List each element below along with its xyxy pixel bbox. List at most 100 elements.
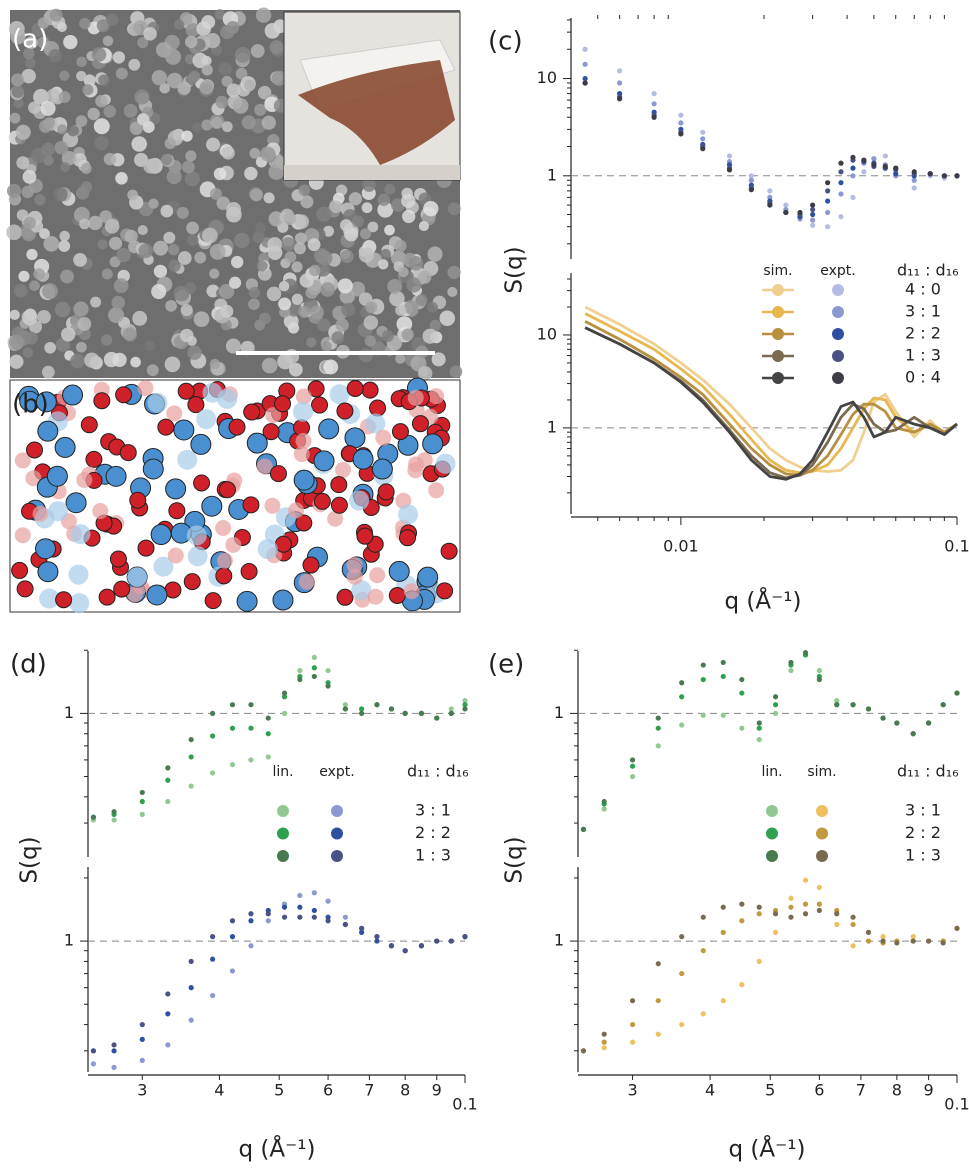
sphere: [375, 429, 392, 446]
x-tick-label: 9: [924, 1081, 934, 1100]
legend-marker: [766, 805, 778, 817]
sphere: [399, 529, 417, 547]
data-point: [788, 895, 794, 901]
data-point: [825, 188, 831, 194]
particle: [228, 276, 242, 289]
particle: [177, 251, 192, 265]
data-point: [629, 1039, 636, 1045]
particle: [103, 351, 120, 368]
sphere: [388, 560, 410, 582]
data-point: [756, 911, 762, 917]
sphere: [371, 458, 393, 480]
data-point: [462, 698, 468, 704]
data-point: [783, 202, 789, 208]
particle: [299, 273, 314, 288]
particle: [103, 152, 117, 166]
sphere: [92, 502, 109, 519]
data-line: [584, 326, 958, 481]
x-tick-label: 5: [274, 1081, 284, 1100]
particle: [167, 243, 180, 256]
sphere: [177, 382, 195, 400]
particle: [22, 169, 37, 184]
x-tick-label: 4: [705, 1081, 715, 1100]
particle: [67, 125, 79, 137]
data-point: [871, 156, 877, 162]
particle: [184, 282, 197, 294]
particle: [54, 140, 69, 155]
data-point: [865, 929, 872, 935]
data-point: [756, 736, 762, 743]
data-point: [700, 146, 706, 152]
data-point: [720, 904, 726, 910]
particle: [113, 278, 129, 294]
sphere: [35, 538, 57, 560]
data-point: [655, 715, 661, 721]
sphere: [398, 504, 419, 525]
data-point: [418, 710, 425, 716]
data-point: [679, 934, 685, 940]
data-point: [700, 948, 706, 954]
sphere: [150, 524, 172, 546]
legend-marker: [277, 827, 289, 840]
data-point: [629, 773, 636, 780]
data-point: [188, 958, 194, 965]
particle: [206, 137, 221, 152]
particle: [234, 46, 251, 63]
particle: [185, 150, 197, 162]
particle: [194, 251, 207, 264]
particle: [164, 137, 176, 150]
particle: [364, 335, 376, 347]
data-point: [297, 676, 303, 683]
particle: [39, 228, 50, 240]
x-tick-label: 7: [364, 1081, 374, 1100]
particle: [193, 311, 210, 328]
legend-label: 3 : 1: [415, 801, 451, 820]
particle: [288, 362, 303, 377]
data-point: [720, 659, 726, 666]
sphere: [302, 556, 320, 574]
data-point: [188, 985, 194, 991]
data-point: [229, 702, 236, 708]
data-point: [882, 153, 888, 159]
particle: [243, 79, 256, 92]
particle: [378, 259, 389, 270]
data-point: [617, 96, 623, 102]
data-point: [111, 817, 117, 823]
data-point: [297, 667, 303, 674]
data-point: [816, 884, 822, 891]
sphere: [69, 593, 90, 614]
sphere: [46, 465, 68, 487]
particle: [37, 310, 51, 324]
particle: [25, 57, 36, 69]
data-point: [297, 904, 303, 910]
sphere: [243, 403, 261, 421]
data-point: [838, 180, 844, 186]
particle: [185, 23, 200, 38]
particle: [123, 327, 137, 342]
data-point: [825, 209, 831, 216]
data-point: [281, 690, 288, 696]
data-point: [311, 665, 317, 671]
particle: [153, 264, 168, 278]
particle: [77, 317, 92, 331]
legend-header: expt.: [820, 263, 855, 279]
particle: [250, 44, 265, 58]
data-point: [772, 911, 779, 917]
data-point: [248, 911, 254, 917]
data-point: [865, 938, 872, 944]
data-point: [139, 1057, 145, 1063]
data-point: [954, 690, 960, 696]
data-point: [926, 938, 932, 944]
particle: [255, 222, 266, 234]
particle: [403, 300, 419, 315]
sphere: [146, 584, 168, 606]
y-axis-label: S(q): [502, 246, 528, 293]
particle: [131, 136, 147, 152]
data-point: [810, 222, 816, 228]
y-tick-label: 1: [554, 931, 564, 950]
legend-marker: [766, 827, 778, 840]
particle: [42, 283, 59, 300]
particle: [261, 357, 278, 374]
particle: [166, 169, 182, 185]
legend-label: 3 : 1: [905, 801, 941, 820]
